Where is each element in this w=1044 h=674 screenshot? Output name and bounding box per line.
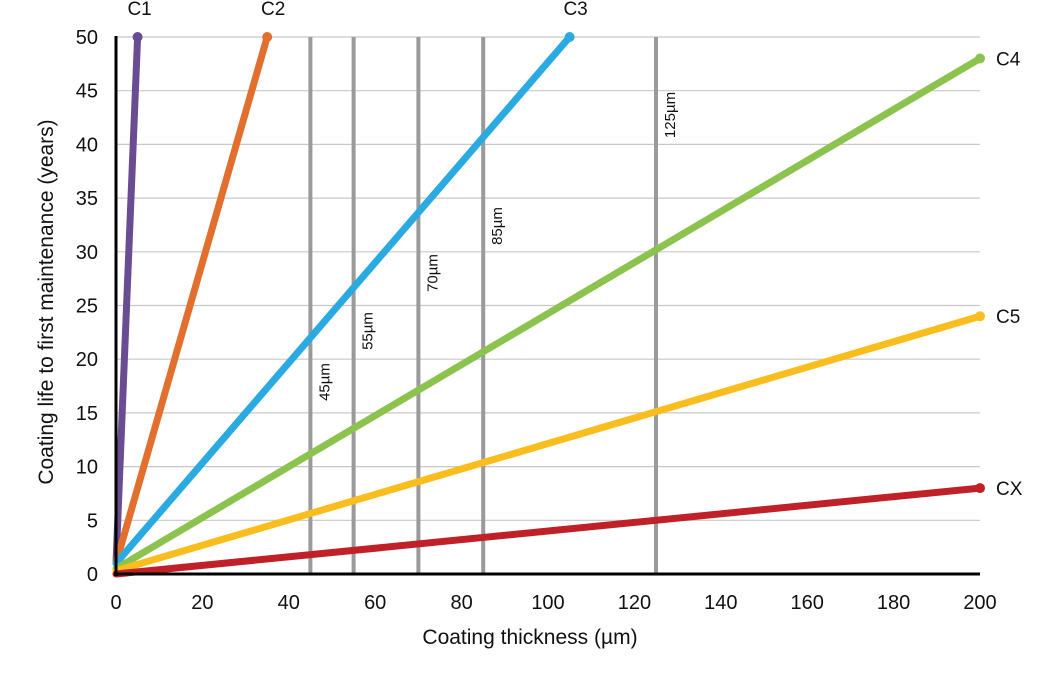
y-tick-label-5: 5 [87, 510, 98, 532]
y-tick-label-50: 50 [76, 27, 98, 49]
series-line-c4 [112, 54, 984, 573]
series-line-c2 [112, 33, 271, 567]
series-label-c4: C4 [996, 49, 1021, 70]
series-line-c5 [112, 312, 984, 575]
series-line-cx [112, 484, 984, 578]
series-line-c1 [112, 33, 142, 567]
reference-label-70: 70µm [424, 254, 441, 292]
reference-label-125: 125µm [662, 92, 679, 138]
thickness-reference-lines: 45µm 55µm 70µm 85µm 125µm [308, 37, 679, 574]
x-tick-label-20: 20 [191, 592, 213, 614]
y-tick-label-20: 20 [76, 349, 98, 371]
x-tick-label-180: 180 [877, 592, 910, 614]
x-tick-label-200: 200 [963, 592, 996, 614]
series-label-c1: C1 [127, 0, 151, 20]
y-tick-label-25: 25 [76, 296, 98, 318]
x-tick-label-120: 120 [618, 592, 651, 614]
gridlines [116, 36, 980, 521]
series-end-dot-c3 [564, 32, 575, 42]
y-axis-title: Coating life to first maintenance (years… [35, 119, 58, 484]
x-tick-label-160: 160 [791, 592, 824, 614]
series-end-dot-cx [975, 483, 985, 494]
series-label-c2: C2 [261, 0, 285, 20]
reference-label-85: 85µm [489, 207, 506, 245]
y-tick-label-45: 45 [76, 81, 98, 103]
x-tick-label-140: 140 [704, 592, 737, 614]
x-axis-title: Coating thickness (µm) [422, 626, 637, 649]
y-tick-label-40: 40 [76, 134, 98, 156]
series-end-dot-c2 [262, 32, 273, 42]
series-label-c3: C3 [563, 0, 587, 20]
series-end-dot-c4 [975, 53, 985, 64]
x-tick-label-60: 60 [364, 592, 386, 614]
axes [114, 36, 980, 576]
x-tick-label-100: 100 [531, 592, 564, 614]
reference-label-55: 55µm [360, 312, 377, 350]
y-tick-label-30: 30 [76, 242, 98, 264]
y-tick-label-35: 35 [76, 188, 98, 210]
series-end-dot-c5 [975, 311, 985, 322]
series-lines: C1 C2 C3 C4 C5 CX [112, 0, 1023, 578]
series-label-c5: C5 [996, 307, 1020, 328]
x-tick-label-80: 80 [450, 592, 472, 614]
series-end-dot-c1 [132, 32, 143, 42]
x-tick-label-0: 0 [110, 592, 121, 614]
y-tick-label-0: 0 [87, 564, 98, 586]
y-tick-label-15: 15 [76, 403, 98, 425]
series-line-c3 [112, 33, 574, 567]
tick-labels: 0 20 40 60 80 100 120 140 160 180 200 0 5 10 15 20 25 30 3… [76, 27, 997, 614]
series-label-cx: CX [996, 479, 1023, 500]
x-tick-label-40: 40 [278, 592, 300, 614]
reference-label-45: 45µm [316, 363, 333, 401]
y-tick-label-10: 10 [76, 457, 98, 479]
